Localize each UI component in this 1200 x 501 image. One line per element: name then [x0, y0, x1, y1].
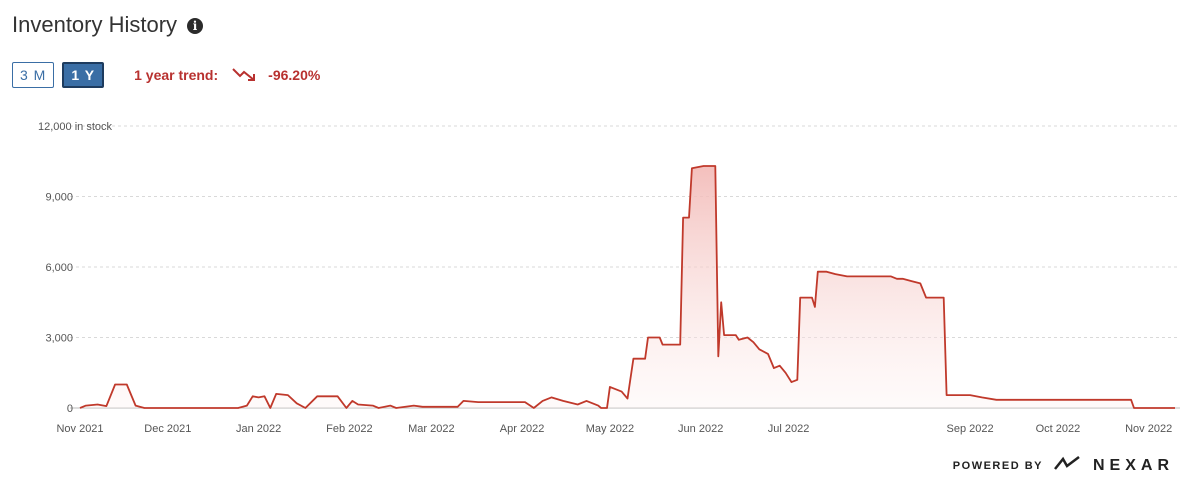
x-tick-label: Mar 2022	[408, 423, 454, 435]
nexar-logo-icon	[1053, 455, 1083, 476]
x-tick-label: Jun 2022	[678, 423, 723, 435]
info-icon[interactable]: i	[187, 18, 204, 34]
x-tick-label: Feb 2022	[326, 423, 372, 435]
y-axis: 0 3,000 6,000 9,000 12,000 in stock	[38, 121, 112, 415]
x-tick-label: Jul 2022	[768, 423, 810, 435]
y-tick-label: 9,000	[45, 192, 73, 204]
y-tick-label: 6,000	[45, 262, 73, 274]
x-tick-label: Apr 2022	[500, 423, 545, 435]
range-3m-button[interactable]: 3 M	[12, 62, 55, 88]
x-tick-label: Jan 2022	[236, 423, 281, 435]
powered-by: POWERED BY NEXAR	[953, 455, 1174, 476]
brand-name: NEXAR	[1092, 456, 1174, 474]
grid-lines	[70, 125, 1180, 409]
x-tick-label: Sep 2022	[946, 423, 993, 435]
range-1y-button[interactable]: 1 Y	[62, 62, 105, 88]
x-tick-label: Nov 2022	[1125, 423, 1172, 435]
powered-by-label: POWERED BY	[952, 459, 1043, 472]
series-inventory	[79, 165, 1175, 409]
trend-label: 1 year trend:	[134, 67, 219, 83]
trend-value: -96.20%	[268, 67, 321, 83]
page-title: Inventory History	[12, 12, 178, 37]
inventory-chart: 0 3,000 6,000 9,000 12,000 in stock Nov 2021…	[38, 121, 1180, 435]
y-tick-label: 3,000	[45, 333, 73, 345]
controls: 3 M 1 Y 1 year trend: -96.20%	[12, 62, 320, 88]
x-tick-label: May 2022	[586, 423, 634, 435]
series-area	[80, 166, 1175, 408]
y-tick-label: 12,000 in stock	[38, 121, 112, 133]
x-tick-label: Oct 2022	[1036, 423, 1081, 435]
trend-summary: 1 year trend: -96.20%	[134, 66, 320, 85]
trend-down-icon	[232, 66, 258, 85]
x-tick-label: Nov 2021	[56, 423, 103, 435]
y-tick-label: 0	[67, 403, 73, 415]
series-line	[79, 165, 1175, 409]
x-tick-label: Dec 2021	[144, 423, 191, 435]
x-axis: Nov 2021 Dec 2021 Jan 2022 Feb 2022 Mar 2022…	[56, 423, 1172, 435]
header: Inventory History i	[12, 12, 204, 38]
